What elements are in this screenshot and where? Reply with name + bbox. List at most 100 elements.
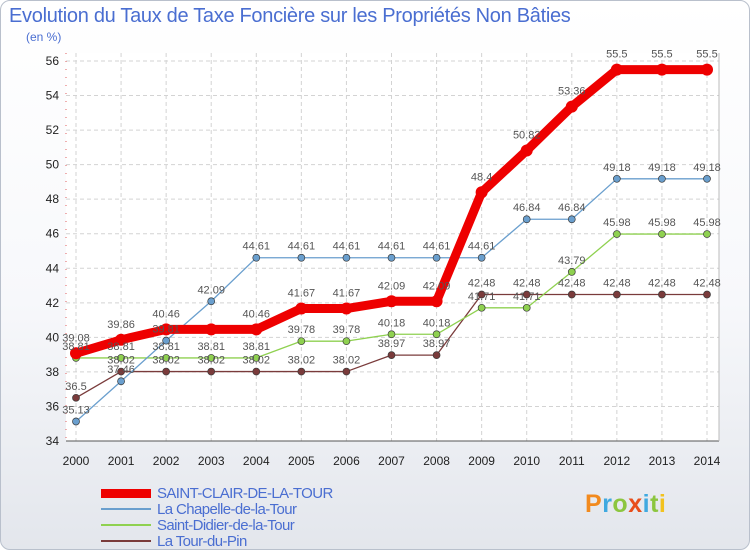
data-point <box>567 290 576 299</box>
data-label: 38.81 <box>152 341 180 353</box>
data-point <box>430 295 443 308</box>
data-label: 38.81 <box>107 341 135 353</box>
data-label: 42.48 <box>468 278 496 290</box>
data-label: 37.46 <box>107 364 135 376</box>
data-point <box>160 323 173 336</box>
data-label: 35.13 <box>62 404 90 416</box>
legend-swatch <box>101 488 151 498</box>
y-tick-label: 38 <box>46 365 60 379</box>
y-tick-label: 34 <box>46 434 60 448</box>
y-tick-label: 56 <box>46 54 60 68</box>
data-label: 42.09 <box>378 280 406 292</box>
legend-item: Saint-Didier-de-la-Tour <box>101 517 333 534</box>
legend-item: La Tour-du-Pin <box>101 533 333 549</box>
data-label: 44.61 <box>468 241 496 253</box>
x-tick-label: 2009 <box>468 454 495 468</box>
logo-letter: r <box>602 490 613 518</box>
data-label: 42.48 <box>603 278 631 290</box>
data-point <box>250 323 263 336</box>
logo-letter: x <box>628 490 643 518</box>
data-point <box>297 367 306 376</box>
data-point <box>295 302 308 315</box>
logo-letter: i <box>658 490 667 518</box>
data-point <box>658 290 666 299</box>
data-label: 44.61 <box>243 241 271 253</box>
data-label: 55.5 <box>696 49 717 61</box>
data-point <box>340 302 353 315</box>
data-label: 44.61 <box>333 241 361 253</box>
x-tick-label: 2005 <box>288 454 315 468</box>
data-label: 44.61 <box>423 241 451 253</box>
legend-item: La Chapelle-de-la-Tour <box>101 501 333 518</box>
data-point <box>477 290 486 299</box>
data-point <box>385 295 398 308</box>
data-point <box>567 215 576 224</box>
plot-background <box>66 53 719 441</box>
data-point <box>522 290 531 299</box>
data-label: 41.71 <box>513 291 541 303</box>
x-tick-label: 2001 <box>108 454 135 468</box>
chart-title: Evolution du Taux de Taxe Foncière sur l… <box>9 5 571 27</box>
data-label: 41.67 <box>288 288 316 300</box>
data-label: 53.36 <box>558 86 586 98</box>
data-label: 55.5 <box>606 49 627 61</box>
data-point <box>342 253 351 262</box>
data-label: 38.97 <box>423 338 451 350</box>
data-point <box>252 367 261 376</box>
data-label: 38.81 <box>197 341 225 353</box>
data-point <box>252 253 261 262</box>
data-point <box>565 100 578 113</box>
data-point <box>432 330 441 339</box>
x-tick-label: 2002 <box>153 454 180 468</box>
data-point <box>610 63 623 76</box>
data-label: 42.09 <box>423 280 451 292</box>
data-point <box>72 393 80 402</box>
data-point <box>703 290 711 299</box>
y-tick-label: 40 <box>46 330 60 344</box>
data-label: 36.5 <box>65 381 86 393</box>
x-tick-label: 2007 <box>378 454 405 468</box>
data-label: 44.61 <box>288 241 316 253</box>
data-label: 39.81 <box>152 324 180 336</box>
data-label: 38.02 <box>288 355 316 367</box>
data-label: 42.48 <box>513 278 541 290</box>
data-point <box>703 174 711 183</box>
legend-swatch <box>101 508 151 510</box>
data-label: 40.18 <box>378 317 406 329</box>
x-tick-label: 2000 <box>63 454 90 468</box>
data-label: 49.18 <box>648 162 676 174</box>
data-point <box>297 253 306 262</box>
x-tick-label: 2008 <box>423 454 450 468</box>
data-point <box>342 367 351 376</box>
data-point <box>567 268 576 276</box>
data-label: 42.09 <box>197 284 225 296</box>
data-label: 44.61 <box>378 241 406 253</box>
data-point <box>162 354 170 362</box>
data-point <box>387 253 396 262</box>
legend-swatch <box>101 540 151 542</box>
x-tick-label: 2006 <box>333 454 360 468</box>
logo-letter: o <box>612 490 629 518</box>
data-point <box>207 367 216 376</box>
y-tick-label: 48 <box>46 192 60 206</box>
y-tick-label: 54 <box>46 89 60 103</box>
data-label: 38.81 <box>62 341 90 353</box>
x-tick-label: 2010 <box>513 454 540 468</box>
chart-legend: SAINT-CLAIR-DE-LA-TOUR La Chapelle-de-la-… <box>101 485 333 549</box>
data-label: 42.48 <box>558 278 586 290</box>
data-point <box>520 144 533 157</box>
data-label: 46.84 <box>513 202 541 214</box>
data-label: 49.18 <box>603 162 631 174</box>
data-label: 38.81 <box>243 341 271 353</box>
data-label: 41.71 <box>468 291 496 303</box>
data-point <box>522 303 531 312</box>
logo-letter: i <box>642 490 651 518</box>
data-point <box>387 330 396 339</box>
data-label: 38.02 <box>152 355 180 367</box>
y-tick-label: 46 <box>46 227 60 241</box>
y-tick-label: 50 <box>46 158 60 172</box>
data-label: 38.02 <box>197 355 225 367</box>
proxiti-logo: Proxiti <box>585 490 666 519</box>
